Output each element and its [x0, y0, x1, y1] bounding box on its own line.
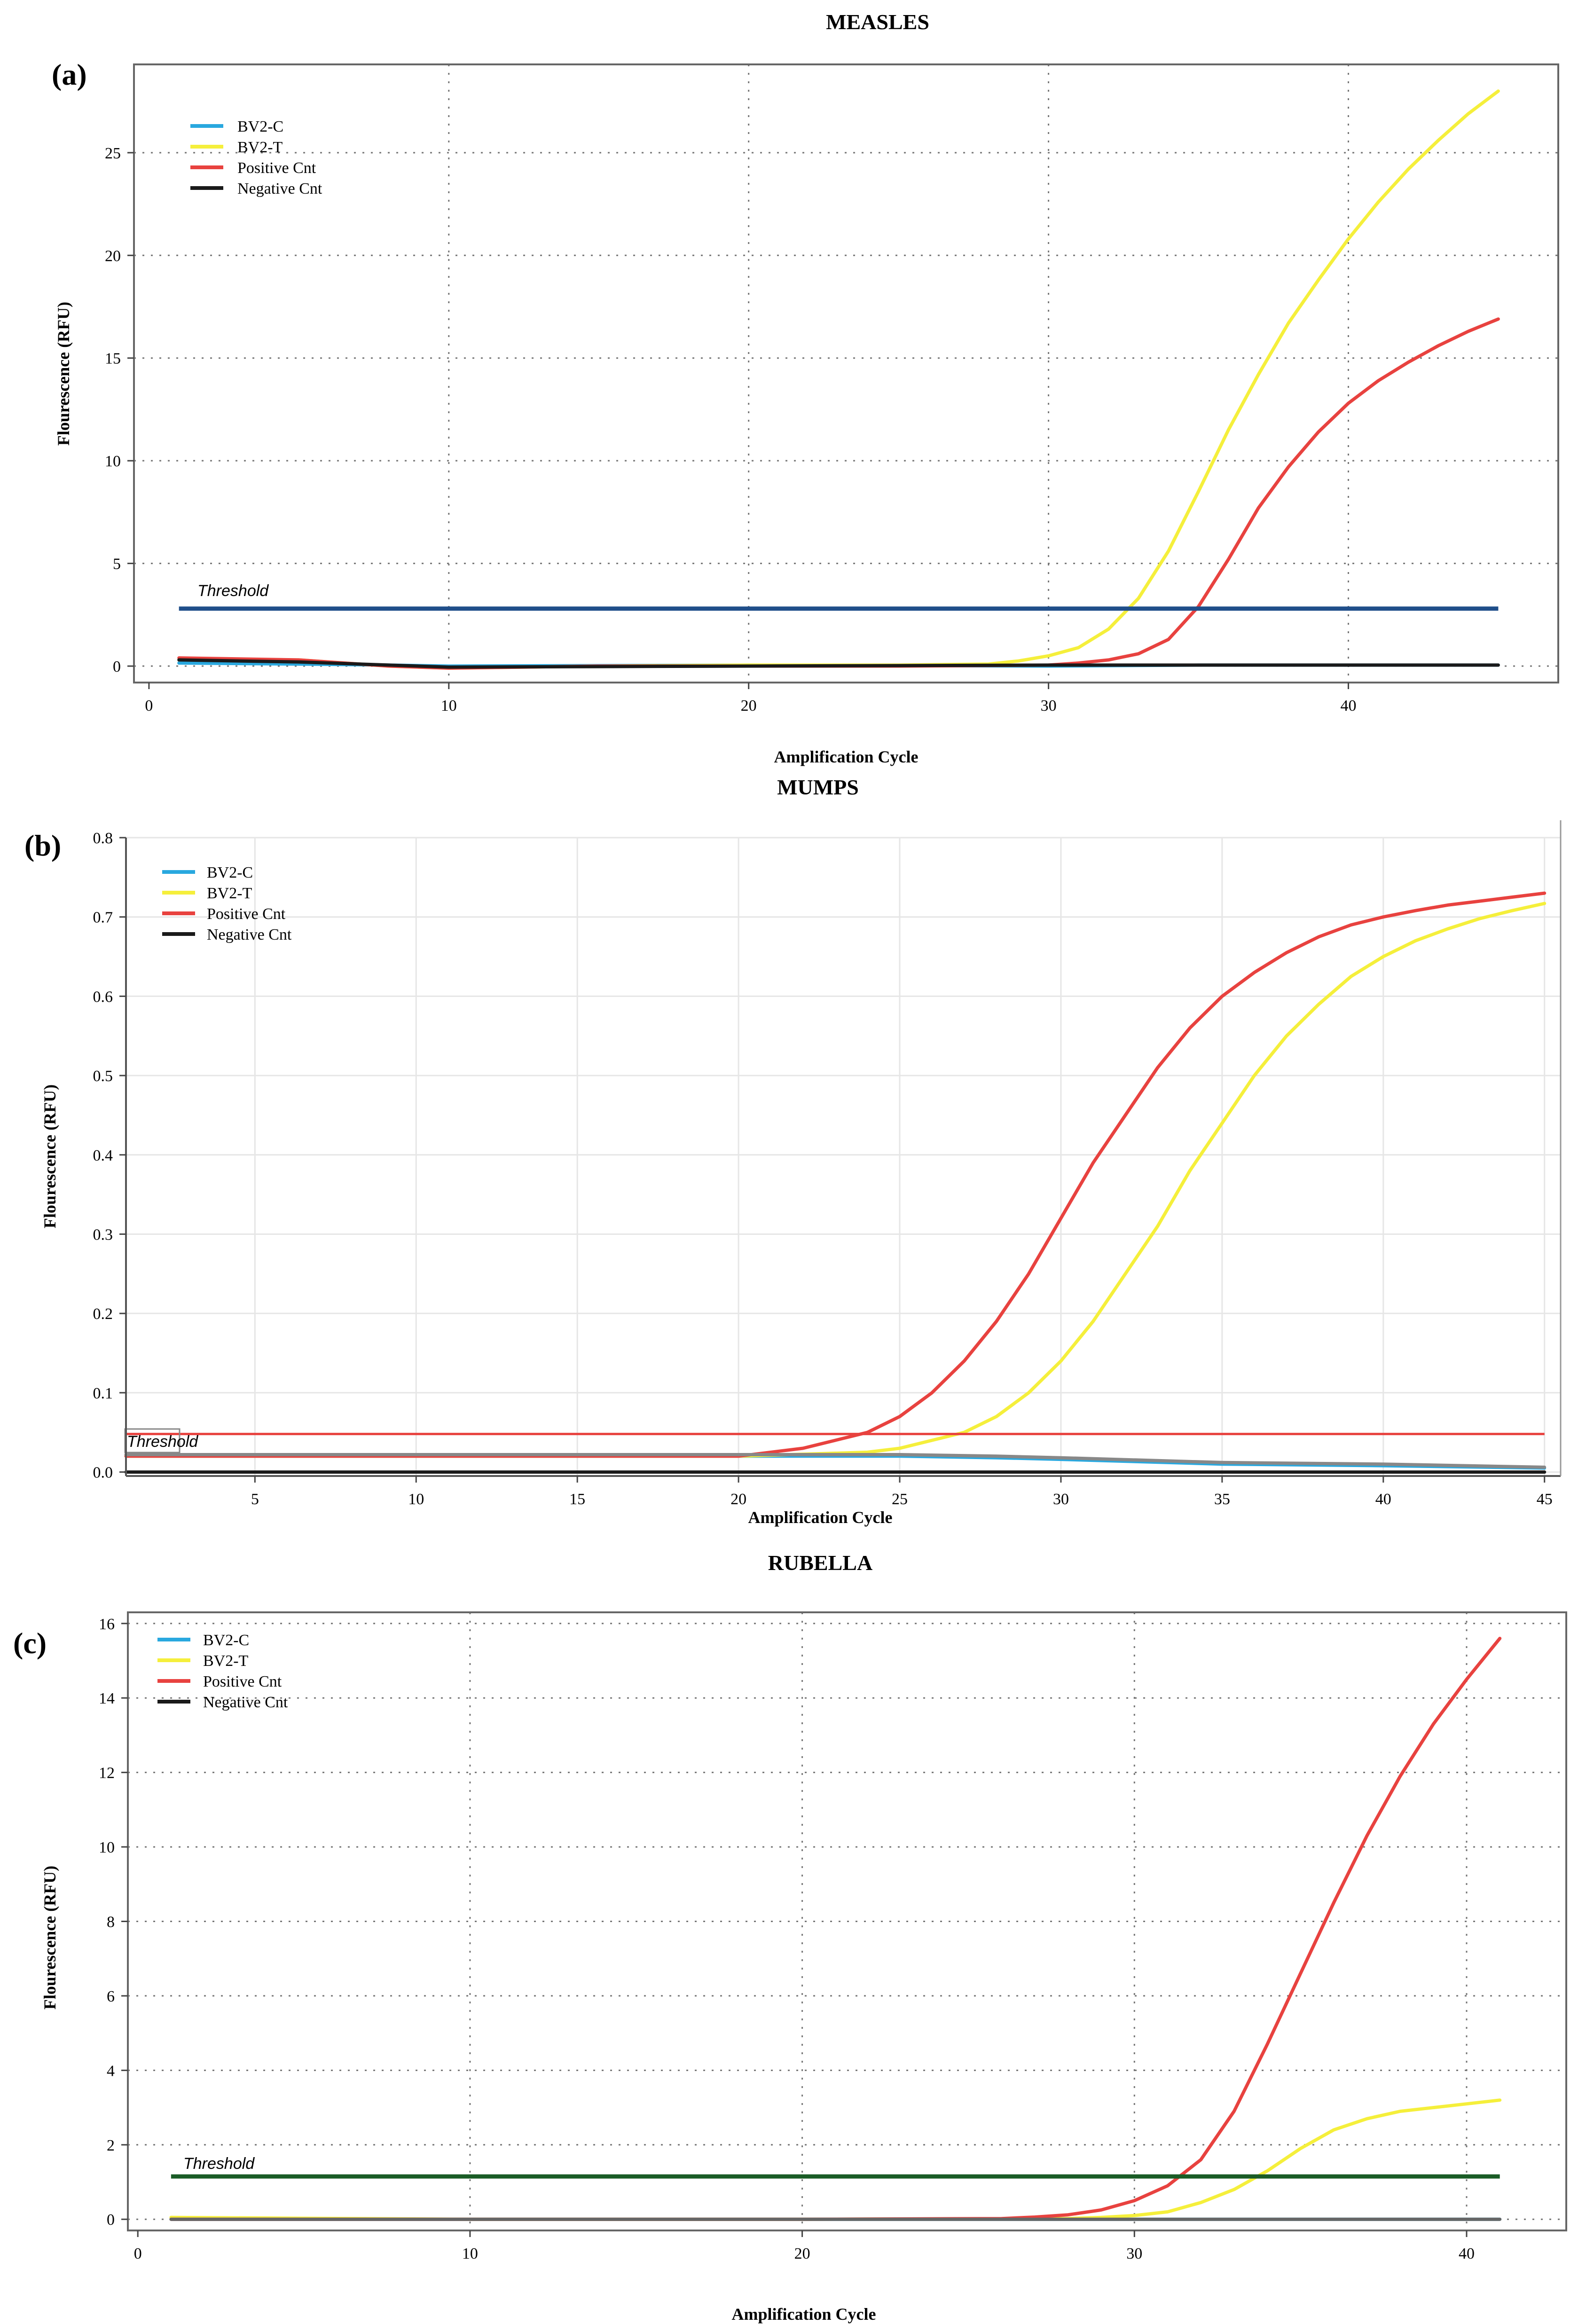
legend-label-bv2-c: BV2-C	[203, 1632, 249, 1649]
x-tick-label: 0	[134, 2245, 142, 2262]
gridlines	[134, 64, 1558, 683]
series-line-bv2-t	[177, 89, 1500, 670]
series-lines	[169, 1637, 1502, 2221]
x-tick-label: 10	[462, 2245, 478, 2262]
plot-frame	[133, 63, 1559, 683]
x-tick-label: 5	[251, 1491, 259, 1508]
x-tick-label: 10	[441, 697, 457, 714]
x-tick-label: 35	[1214, 1491, 1230, 1508]
y-tick-label: 0.3	[93, 1226, 113, 1243]
y-tick-label: 0.0	[93, 1464, 113, 1482]
legend-label-bv2-c: BV2-C	[207, 864, 253, 881]
y-tick-label: 2	[107, 2137, 115, 2154]
series-lines	[177, 89, 1500, 670]
x-axis-label: Amplification Cycle	[748, 1508, 893, 1527]
y-tick-label: 6	[107, 1988, 115, 2005]
y-tick-label: 10	[99, 1839, 115, 1856]
legend-label-positive-cnt: Positive Cnt	[237, 159, 316, 177]
x-tick-label: 30	[1041, 697, 1057, 714]
panel-rubella: RUBELLA (c) 0 10 20 30 40 0 2 4 6 8 10 12 14 16 Thres…	[13, 1551, 1567, 2324]
y-axis-label: Flourescence (RFU)	[40, 1866, 59, 2010]
x-tick-label: 45	[1537, 1491, 1553, 1508]
y-tick-label: 8	[107, 1914, 115, 1931]
y-tick-label: 16	[99, 1616, 115, 1633]
legend-label-negative-cnt: Negative Cnt	[203, 1694, 288, 1711]
x-tick-label: 20	[730, 1491, 746, 1508]
threshold-label: Threshold	[197, 582, 269, 600]
legend: BV2-C BV2-T Positive Cnt Negative Cnt	[157, 1632, 288, 1711]
panel-measles: MEASLES (a) 0 10 20 30 40 0 5 10 15 20 25 Threshol…	[52, 10, 1559, 766]
y-tick-label: 14	[99, 1690, 115, 1707]
x-tick-label: 40	[1340, 697, 1356, 714]
threshold-label: Threshold	[183, 2155, 255, 2173]
gridlines	[126, 837, 1561, 1476]
x-axis-label: Amplification Cycle	[732, 2305, 876, 2324]
x-tick-label: 40	[1459, 2245, 1475, 2262]
series-line-positive-cnt	[177, 317, 1500, 670]
axis-ticks: 5 10 15 20 25 30 35 40 45 0.0 0.1 0.2 0.3 0.4 0.5 0.6 0.…	[93, 830, 1553, 1508]
series-line-negative-cnt	[177, 658, 1500, 669]
x-tick-label: 40	[1375, 1491, 1391, 1508]
y-tick-label: 4	[107, 2062, 115, 2080]
gridlines	[128, 1612, 1566, 2230]
chart-title: MEASLES	[826, 10, 929, 34]
series-line-negative-cnt-trace	[124, 1453, 1547, 1469]
y-tick-label: 0.8	[93, 830, 113, 847]
x-tick-label: 25	[892, 1491, 908, 1508]
x-tick-label: 15	[569, 1491, 585, 1508]
y-tick-label: 0.4	[93, 1147, 113, 1164]
y-tick-label: 0.5	[93, 1068, 113, 1085]
x-axis-label: Amplification Cycle	[774, 747, 919, 766]
chart-title: MUMPS	[777, 775, 859, 799]
series-line-bv2-t	[124, 902, 1547, 1458]
y-tick-label: 0	[107, 2211, 115, 2229]
x-tick-label: 30	[1126, 2245, 1142, 2262]
y-tick-label: 0	[113, 658, 121, 675]
x-tick-label: 10	[408, 1491, 424, 1508]
legend-label-bv2-t: BV2-T	[207, 885, 252, 902]
legend-label-bv2-t: BV2-T	[203, 1652, 249, 1670]
series-line-positive-cnt	[124, 891, 1547, 1458]
panel-label: (b)	[24, 829, 61, 862]
y-tick-label: 5	[113, 556, 121, 573]
legend-label-bv2-t: BV2-T	[237, 139, 283, 156]
panel-label: (a)	[52, 58, 87, 91]
x-tick-label: 0	[145, 697, 153, 714]
legend-label-positive-cnt: Positive Cnt	[207, 905, 286, 923]
threshold-label: Threshold	[127, 1433, 198, 1451]
legend-label-positive-cnt: Positive Cnt	[203, 1673, 282, 1690]
legend: BV2-C BV2-T Positive Cnt Negative Cnt	[190, 118, 322, 197]
x-tick-label: 20	[741, 697, 757, 714]
y-tick-label: 0.1	[93, 1385, 113, 1402]
plot-background	[126, 838, 1561, 1476]
panel-mumps: MUMPS (b) Threshold 5 10 15 20 25 30 35 40 45 0.0…	[24, 775, 1562, 1527]
axis-ticks: 0 10 20 30 40 0 2 4 6 8 10 12 14 16	[99, 1616, 1475, 2262]
y-tick-label: 15	[105, 350, 121, 368]
y-tick-label: 0.2	[93, 1305, 113, 1323]
legend: BV2-C BV2-T Positive Cnt Negative Cnt	[162, 864, 292, 943]
y-tick-label: 10	[105, 453, 121, 470]
legend-label-negative-cnt: Negative Cnt	[237, 180, 322, 197]
y-axis-label: Flourescence (RFU)	[40, 1084, 59, 1228]
legend-label-negative-cnt: Negative Cnt	[207, 926, 292, 943]
y-axis-label: Flourescence (RFU)	[54, 302, 73, 446]
panel-label: (c)	[13, 1626, 47, 1660]
axis-ticks: 0 10 20 30 40 0 5 10 15 20 25	[105, 145, 1356, 714]
legend-label-bv2-c: BV2-C	[237, 118, 283, 135]
y-tick-label: 20	[105, 247, 121, 265]
series-line-bv2-t	[169, 2098, 1502, 2221]
y-tick-label: 25	[105, 145, 121, 162]
y-tick-label: 12	[99, 1765, 115, 1782]
y-tick-label: 0.7	[93, 909, 113, 926]
series-lines	[124, 891, 1547, 1474]
y-tick-label: 0.6	[93, 988, 113, 1005]
x-tick-label: 30	[1053, 1491, 1069, 1508]
series-line-positive-cnt	[169, 1637, 1502, 2221]
x-tick-label: 20	[794, 2245, 810, 2262]
chart-title: RUBELLA	[768, 1551, 872, 1575]
